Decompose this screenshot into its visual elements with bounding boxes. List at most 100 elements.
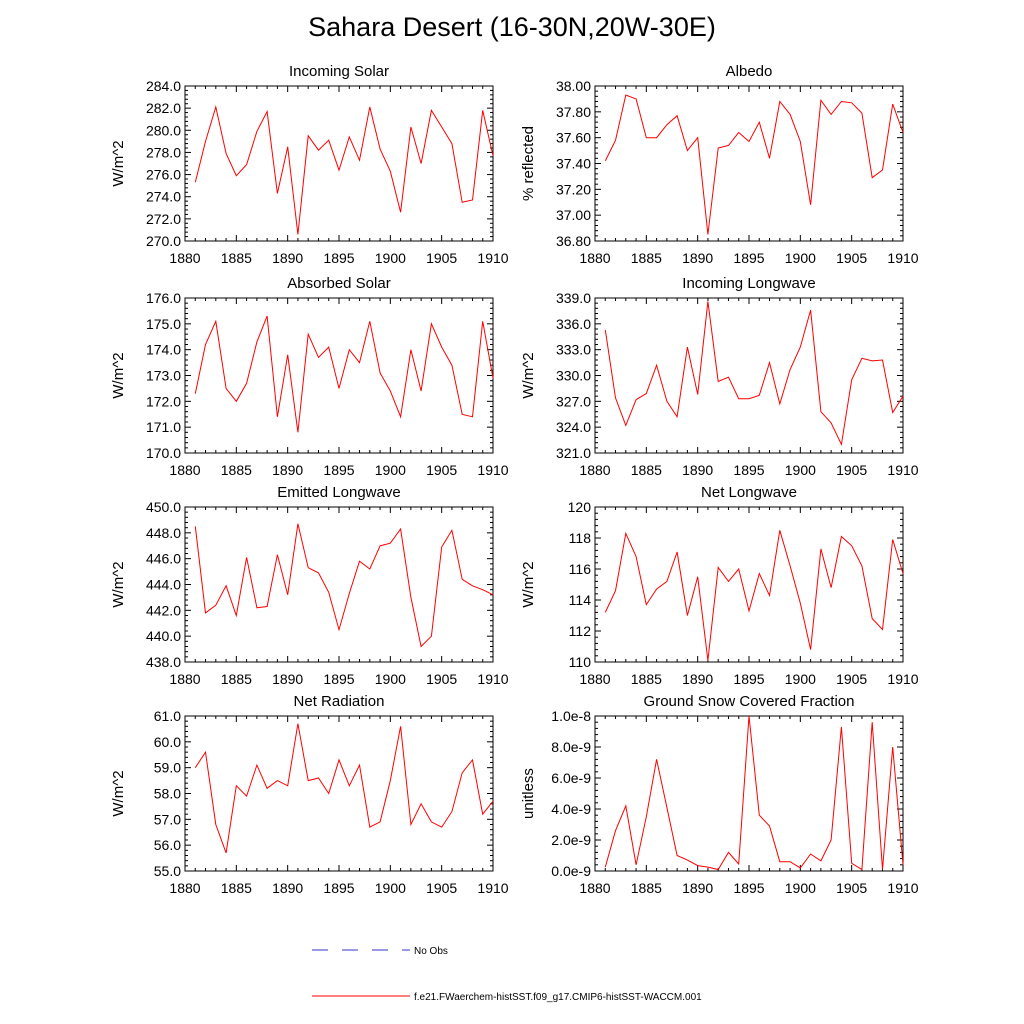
- y-tick-label: 57.0: [154, 811, 181, 827]
- x-tick-label: 1885: [221, 880, 252, 896]
- y-tick-label: 172.0: [146, 393, 181, 409]
- x-tick-label: 1885: [221, 462, 252, 478]
- x-tick-label: 1910: [477, 462, 508, 478]
- series-line: [194, 523, 494, 648]
- panel-2: 1880 1885 1890 1895 1900 1905 1910 36.80 37.00 37…: [520, 63, 919, 266]
- series-line: [604, 94, 904, 235]
- y-tick-label: 284.0: [146, 78, 181, 94]
- x-tick-label: 1895: [733, 880, 764, 896]
- panel-title: Emitted Longwave: [277, 484, 400, 501]
- x-tick-label: 1885: [221, 671, 252, 687]
- y-tick-label: 2.0e-9: [551, 832, 591, 848]
- y-tick-label: 274.0: [146, 189, 181, 205]
- x-tick-label: 1880: [579, 250, 610, 266]
- y-tick-label: 170.0: [146, 445, 181, 461]
- y-tick-label: 438.0: [146, 654, 181, 670]
- panel-title: Net Radiation: [294, 693, 385, 710]
- x-tick-label: 1880: [169, 462, 200, 478]
- plot-frame: [184, 297, 494, 454]
- y-tick-label: 59.0: [154, 760, 181, 776]
- panel-title: Incoming Longwave: [682, 275, 815, 292]
- y-axis-label: W/m^2: [110, 770, 127, 816]
- x-tick-label: 1895: [323, 250, 354, 266]
- y-tick-label: 112: [569, 623, 592, 639]
- y-tick-label: 280.0: [146, 122, 181, 138]
- x-tick-label: 1880: [579, 671, 610, 687]
- x-tick-label: 1900: [785, 880, 816, 896]
- series-line: [604, 301, 904, 447]
- x-tick-label: 1900: [785, 462, 816, 478]
- y-axis-label: W/m^2: [520, 561, 537, 607]
- x-tick-label: 1880: [169, 880, 200, 896]
- y-tick-label: 38.00: [556, 78, 591, 94]
- panel-title: Incoming Solar: [289, 63, 389, 80]
- x-tick-label: 1905: [426, 880, 457, 896]
- panel-title: Absorbed Solar: [287, 275, 390, 292]
- x-tick-label: 1880: [169, 250, 200, 266]
- series-line: [604, 530, 904, 661]
- y-tick-label: 110: [569, 654, 592, 670]
- x-tick-label: 1890: [682, 462, 713, 478]
- panel-8: 1880 1885 1890 1895 1900 1905 1910 0.0e-9 2.0e-9…: [520, 693, 919, 896]
- x-tick-label: 1890: [272, 880, 303, 896]
- y-tick-label: 324.0: [556, 419, 591, 435]
- plot-frame: [184, 715, 494, 872]
- series-line: [604, 715, 904, 871]
- y-tick-label: 276.0: [146, 167, 181, 183]
- y-tick-label: 4.0e-9: [551, 801, 591, 817]
- x-tick-label: 1910: [477, 671, 508, 687]
- x-tick-label: 1905: [836, 462, 867, 478]
- x-tick-label: 1885: [631, 880, 662, 896]
- x-tick-label: 1890: [682, 250, 713, 266]
- y-tick-label: 1.0e-8: [551, 708, 591, 724]
- y-tick-label: 339.0: [556, 290, 591, 306]
- plot-frame: [594, 506, 904, 663]
- plot-frame: [184, 506, 494, 663]
- y-tick-label: 37.20: [556, 181, 591, 197]
- y-tick-label: 120: [568, 499, 592, 515]
- y-axis-label: W/m^2: [110, 561, 127, 607]
- x-tick-label: 1890: [272, 671, 303, 687]
- y-tick-label: 444.0: [146, 577, 181, 593]
- y-tick-label: 442.0: [146, 602, 181, 618]
- x-tick-label: 1885: [631, 250, 662, 266]
- x-tick-label: 1900: [375, 671, 406, 687]
- y-tick-label: 37.00: [556, 207, 591, 223]
- y-tick-label: 174.0: [146, 342, 181, 358]
- x-tick-label: 1880: [579, 462, 610, 478]
- y-tick-label: 60.0: [154, 734, 181, 750]
- x-tick-label: 1885: [221, 250, 252, 266]
- panel-1: 1880 1885 1890 1895 1900 1905 1910 270.0 272.0 27…: [110, 63, 509, 266]
- y-tick-label: 333.0: [556, 342, 591, 358]
- series-line: [194, 315, 494, 433]
- panel-3: 1880 1885 1890 1895 1900 1905 1910 170.0 171.0 17…: [110, 275, 509, 478]
- y-axis-label: % reflected: [520, 126, 537, 201]
- y-tick-label: 446.0: [146, 551, 181, 567]
- y-tick-label: 37.40: [556, 156, 591, 172]
- x-tick-label: 1895: [323, 880, 354, 896]
- x-tick-label: 1880: [579, 880, 610, 896]
- legend-model-label: f.e21.FWaerchem-histSST.f09_g17.CMIP6-hi…: [414, 992, 702, 1003]
- plot-frame: [594, 85, 904, 242]
- x-tick-label: 1900: [785, 250, 816, 266]
- y-tick-label: 116: [569, 561, 592, 577]
- plot-frame: [594, 715, 904, 872]
- x-tick-label: 1910: [887, 880, 918, 896]
- y-tick-label: 270.0: [146, 233, 181, 249]
- y-tick-label: 321.0: [556, 445, 591, 461]
- x-tick-label: 1895: [733, 671, 764, 687]
- x-tick-label: 1905: [836, 880, 867, 896]
- y-tick-label: 55.0: [154, 863, 181, 879]
- y-tick-label: 114: [569, 592, 592, 608]
- y-tick-label: 330.0: [556, 368, 591, 384]
- y-tick-label: 173.0: [146, 368, 181, 384]
- y-tick-label: 175.0: [146, 316, 181, 332]
- x-tick-label: 1910: [887, 250, 918, 266]
- x-tick-label: 1905: [426, 671, 457, 687]
- y-tick-label: 176.0: [146, 290, 181, 306]
- x-tick-label: 1880: [169, 671, 200, 687]
- panel-title: Ground Snow Covered Fraction: [644, 693, 855, 710]
- y-tick-label: 0.0e-9: [551, 863, 591, 879]
- x-tick-label: 1895: [323, 671, 354, 687]
